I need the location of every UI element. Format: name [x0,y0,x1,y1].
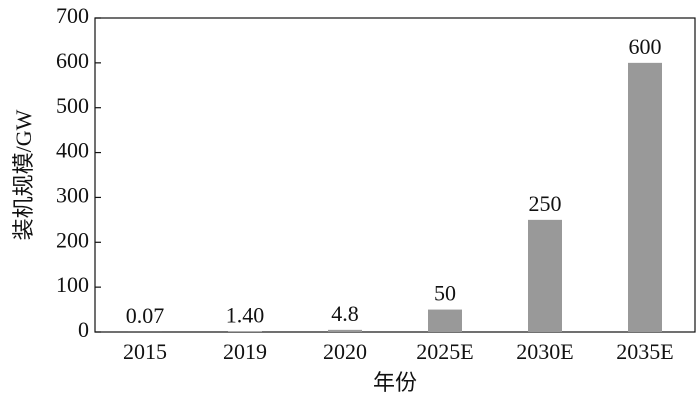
plot-frame [94,17,696,333]
y-tick-label: 100 [56,272,89,297]
y-tick-label: 600 [56,48,89,73]
x-tick-label: 2020 [323,339,367,364]
bar [328,329,362,332]
value-label: 0.07 [126,303,165,328]
value-label: 1.40 [226,302,265,327]
bar [228,331,262,332]
y-tick-label: 200 [56,227,89,252]
y-tick-label: 0 [78,317,89,342]
value-label: 250 [529,191,562,216]
y-tick-label: 300 [56,182,89,207]
x-tick-label: 2025E [416,339,473,364]
value-label: 50 [434,281,456,306]
y-tick-label: 400 [56,138,89,163]
y-tick-label: 700 [56,3,89,28]
x-tick-label: 2015 [123,339,167,364]
x-tick-label: 2019 [223,339,267,364]
bar [628,62,662,332]
bar [428,309,462,332]
value-label: 4.8 [331,301,359,326]
x-axis-title: 年份 [373,370,417,395]
bar [528,219,562,332]
x-tick-label: 2035E [616,339,673,364]
y-tick-label: 500 [56,93,89,118]
y-axis-title: 装机规模/GW [11,109,36,240]
x-tick-label: 2030E [516,339,573,364]
value-label: 600 [629,34,662,59]
